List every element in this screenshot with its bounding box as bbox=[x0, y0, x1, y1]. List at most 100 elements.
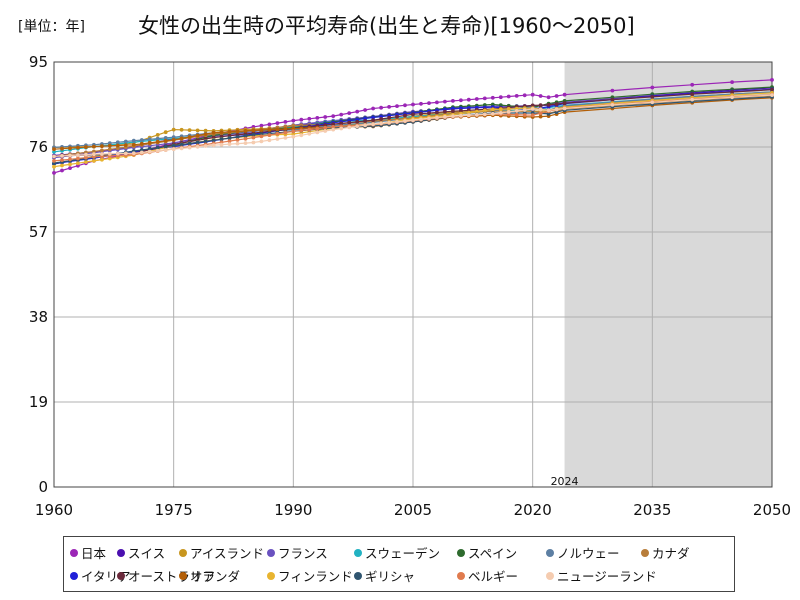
data-point bbox=[650, 100, 655, 105]
data-point bbox=[355, 124, 360, 129]
data-point bbox=[546, 95, 551, 100]
legend-item: カナダ bbox=[641, 543, 690, 562]
data-point bbox=[68, 162, 72, 167]
x-tick-label: 1990 bbox=[274, 501, 312, 519]
data-point bbox=[554, 102, 559, 106]
data-point bbox=[411, 112, 415, 117]
data-point bbox=[84, 152, 88, 157]
data-point bbox=[283, 120, 288, 124]
data-point bbox=[259, 128, 264, 133]
data-point bbox=[291, 129, 296, 134]
y-tick-label: 19 bbox=[29, 393, 48, 411]
data-point bbox=[546, 103, 551, 107]
data-point bbox=[538, 103, 543, 108]
data-point bbox=[187, 128, 192, 133]
x-tick-label: 2020 bbox=[514, 501, 552, 519]
legend-label: オーストラリア bbox=[128, 569, 215, 584]
data-point bbox=[474, 112, 479, 117]
data-point bbox=[610, 88, 615, 93]
data-point bbox=[123, 143, 128, 148]
legend-item: スペイン bbox=[457, 543, 517, 562]
data-point bbox=[115, 146, 120, 151]
data-point bbox=[770, 78, 774, 82]
y-tick-label: 38 bbox=[29, 308, 48, 326]
legend-label: アイスランド bbox=[190, 546, 265, 561]
data-point bbox=[530, 92, 535, 97]
x-tick-label: 2050 bbox=[753, 501, 791, 519]
chart-title: 女性の出生時の平均寿命(出生と寿命)[1960〜2050] bbox=[138, 14, 635, 38]
legend-label: ノルウェー bbox=[557, 546, 620, 561]
data-point bbox=[147, 137, 152, 142]
data-point bbox=[187, 135, 192, 139]
data-point bbox=[315, 130, 320, 135]
legend-label: スイス bbox=[128, 546, 166, 561]
x-tick-label: 1975 bbox=[155, 501, 193, 519]
data-point bbox=[211, 143, 216, 148]
data-point bbox=[514, 94, 519, 98]
data-point bbox=[482, 96, 487, 101]
data-point bbox=[530, 103, 535, 108]
data-point bbox=[331, 122, 336, 127]
data-point bbox=[155, 145, 160, 150]
data-point bbox=[131, 151, 136, 156]
data-point bbox=[323, 129, 328, 133]
data-point bbox=[690, 82, 695, 87]
data-point bbox=[227, 139, 232, 144]
data-point bbox=[443, 109, 447, 114]
data-point bbox=[347, 120, 352, 125]
y-tick-label: 57 bbox=[29, 223, 48, 241]
data-point bbox=[171, 137, 176, 142]
data-point bbox=[179, 146, 184, 151]
data-point bbox=[490, 112, 495, 116]
data-point bbox=[451, 109, 455, 114]
data-point bbox=[490, 102, 495, 107]
data-point bbox=[538, 94, 543, 98]
legend-label: ギリシャ bbox=[365, 569, 416, 584]
data-point bbox=[187, 145, 192, 150]
data-point bbox=[243, 129, 248, 133]
legend-item: スウェーデン bbox=[354, 543, 440, 562]
legend-marker bbox=[117, 548, 125, 557]
data-point bbox=[251, 133, 256, 137]
legend-marker bbox=[70, 571, 78, 580]
data-point bbox=[235, 138, 240, 142]
data-point bbox=[419, 101, 423, 106]
data-point bbox=[395, 104, 399, 108]
data-point bbox=[275, 137, 280, 141]
data-point bbox=[419, 117, 423, 122]
data-point bbox=[291, 123, 296, 128]
data-point bbox=[219, 142, 224, 147]
data-point bbox=[650, 85, 655, 90]
forecast-label: 2024 bbox=[551, 475, 579, 488]
y-tick-label: 76 bbox=[29, 138, 48, 156]
data-point bbox=[163, 130, 168, 135]
legend-item: 日本 bbox=[70, 543, 106, 562]
data-point bbox=[562, 106, 567, 111]
data-point bbox=[770, 93, 774, 97]
data-point bbox=[84, 145, 88, 150]
legend-label: フィンランド bbox=[278, 569, 353, 584]
data-point bbox=[187, 141, 192, 146]
data-point bbox=[419, 111, 423, 116]
data-point bbox=[76, 145, 80, 150]
data-point bbox=[259, 134, 264, 139]
data-point bbox=[331, 127, 336, 132]
chart-legend: 日本 スイス アイスランド フランス スウェーデン スペイン ノルウェー カナダ イタリア オース… bbox=[63, 536, 735, 592]
legend-item: ギリシャ bbox=[354, 566, 415, 585]
data-point bbox=[147, 140, 152, 145]
data-point bbox=[52, 150, 56, 154]
legend-marker bbox=[546, 571, 554, 580]
legend-item: フランス bbox=[267, 543, 328, 562]
data-point bbox=[123, 139, 128, 144]
data-point bbox=[355, 119, 360, 124]
data-point bbox=[163, 144, 168, 149]
data-point bbox=[530, 107, 535, 111]
data-point bbox=[427, 111, 431, 115]
data-point bbox=[530, 113, 535, 118]
data-point bbox=[68, 146, 72, 151]
legend-marker bbox=[641, 548, 649, 557]
series-14 bbox=[52, 93, 774, 159]
data-point bbox=[291, 118, 296, 123]
data-point bbox=[610, 97, 615, 102]
data-point bbox=[459, 98, 463, 103]
